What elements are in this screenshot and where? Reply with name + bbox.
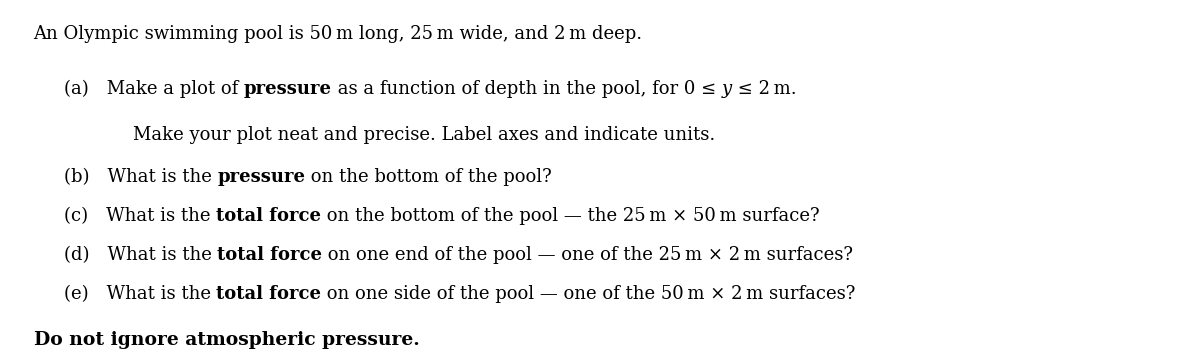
Text: Do not ignore atmospheric pressure.: Do not ignore atmospheric pressure. <box>34 331 419 349</box>
Text: (e) What is the: (e) What is the <box>64 285 216 303</box>
Text: pressure: pressure <box>217 168 305 186</box>
Text: pressure: pressure <box>244 80 331 98</box>
Text: total force: total force <box>217 246 323 264</box>
Text: as a function of depth in the pool, for 0 ≤: as a function of depth in the pool, for … <box>331 80 721 98</box>
Text: total force: total force <box>216 285 322 303</box>
Text: Make your plot neat and precise. Label axes and indicate units.: Make your plot neat and precise. Label a… <box>133 126 715 144</box>
Text: (d) What is the: (d) What is the <box>64 246 217 264</box>
Text: on one side of the pool — one of the 50 m × 2 m surfaces?: on one side of the pool — one of the 50 … <box>322 285 856 303</box>
Text: on the bottom of the pool?: on the bottom of the pool? <box>305 168 552 186</box>
Text: (c) What is the: (c) What is the <box>64 207 216 225</box>
Text: on the bottom of the pool — the 25 m × 50 m surface?: on the bottom of the pool — the 25 m × 5… <box>320 207 820 225</box>
Text: An Olympic swimming pool is 50 m long, 25 m wide, and 2 m deep.: An Olympic swimming pool is 50 m long, 2… <box>34 25 643 43</box>
Text: (b) What is the: (b) What is the <box>64 168 217 186</box>
Text: ≤ 2 m.: ≤ 2 m. <box>732 80 797 98</box>
Text: on one end of the pool — one of the 25 m × 2 m surfaces?: on one end of the pool — one of the 25 m… <box>323 246 853 264</box>
Text: total force: total force <box>216 207 320 225</box>
Text: (a) Make a plot of: (a) Make a plot of <box>64 80 244 98</box>
Text: y: y <box>721 80 732 98</box>
